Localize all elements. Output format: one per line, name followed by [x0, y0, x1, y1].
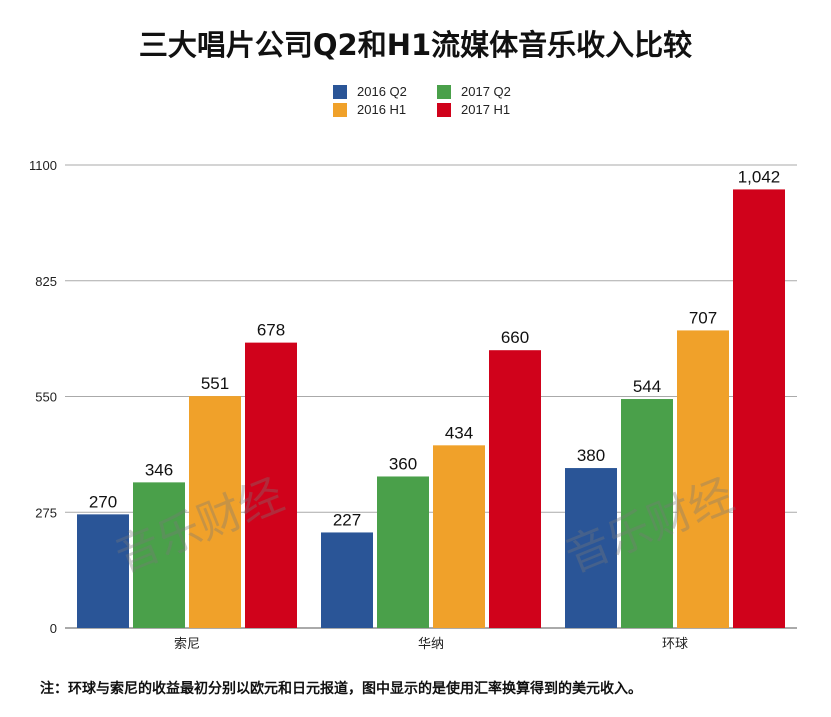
- bar: [621, 399, 673, 628]
- data-label: 1,042: [738, 167, 781, 186]
- bar: [489, 350, 541, 628]
- y-tick-label: 825: [35, 274, 57, 289]
- data-label: 678: [257, 321, 285, 340]
- legend-item: 2017 H1: [437, 102, 510, 117]
- data-label: 227: [333, 510, 361, 529]
- bar: [189, 396, 241, 628]
- y-tick-label: 1100: [29, 158, 57, 173]
- legend-item: 2016 H1: [333, 102, 406, 117]
- data-label: 551: [201, 374, 229, 393]
- bar: [377, 476, 429, 628]
- x-tick-label: 环球: [662, 637, 688, 652]
- legend-swatch: [333, 84, 347, 99]
- bar: [433, 445, 485, 628]
- chart-title: 三大唱片公司Q2和H1流媒体音乐收入比较: [138, 28, 693, 62]
- data-label: 434: [445, 423, 473, 442]
- bar: [321, 532, 373, 628]
- legend-label: 2017 H1: [461, 102, 511, 117]
- legend-item: 2017 Q2: [437, 84, 511, 99]
- bar: [565, 468, 617, 628]
- footnote: 注：环球与索尼的收益最初分别以欧元和日元报道，图中显示的是使用汇率换算得到的美元…: [40, 681, 642, 697]
- data-label: 270: [89, 492, 117, 511]
- data-label: 660: [501, 328, 529, 347]
- y-tick-label: 550: [35, 390, 57, 405]
- data-label: 707: [689, 308, 717, 327]
- bar: [133, 482, 185, 628]
- legend-item: 2016 Q2: [333, 84, 407, 99]
- data-label: 360: [389, 454, 417, 473]
- x-tick-label: 索尼: [174, 637, 200, 652]
- bar: [733, 189, 785, 628]
- bar: [77, 514, 129, 628]
- y-tick-label: 275: [35, 505, 57, 520]
- data-label: 346: [145, 460, 173, 479]
- bar: [677, 330, 729, 628]
- bar: [245, 342, 297, 628]
- y-tick-label: 0: [50, 621, 57, 636]
- legend-label: 2017 Q2: [461, 84, 511, 99]
- legend-swatch: [333, 102, 347, 117]
- legend-label: 2016 H1: [357, 102, 407, 117]
- data-label: 544: [633, 377, 661, 396]
- x-tick-label: 华纳: [418, 637, 444, 652]
- legend-swatch: [437, 84, 451, 99]
- data-label: 380: [577, 446, 605, 465]
- legend-label: 2016 Q2: [357, 84, 407, 99]
- legend-swatch: [437, 102, 451, 117]
